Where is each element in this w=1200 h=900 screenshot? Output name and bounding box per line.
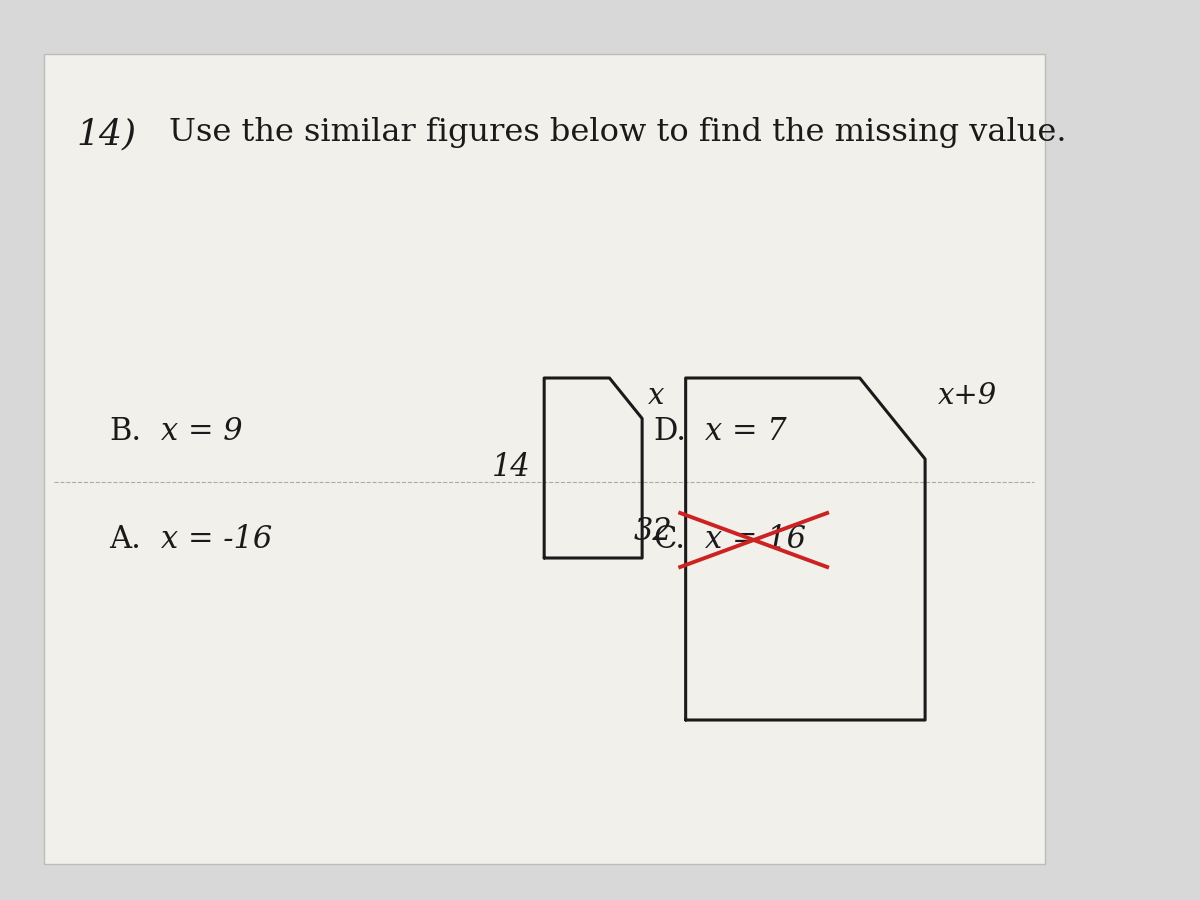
Text: Use the similar figures below to find the missing value.: Use the similar figures below to find th… [169, 117, 1066, 148]
Text: x = 9: x = 9 [161, 417, 242, 447]
Text: D.: D. [653, 417, 686, 447]
Text: x: x [648, 382, 664, 410]
Text: x = 16: x = 16 [706, 525, 806, 555]
FancyBboxPatch shape [43, 54, 1045, 864]
Text: B.: B. [109, 417, 140, 447]
Text: x = -16: x = -16 [161, 525, 272, 555]
Text: x+9: x+9 [938, 382, 997, 410]
Text: 32: 32 [634, 517, 673, 547]
Text: 14): 14) [76, 117, 137, 151]
Text: 14: 14 [492, 453, 532, 483]
Text: C.: C. [653, 525, 685, 555]
Text: x = 7: x = 7 [706, 417, 787, 447]
Text: A.: A. [109, 525, 140, 555]
